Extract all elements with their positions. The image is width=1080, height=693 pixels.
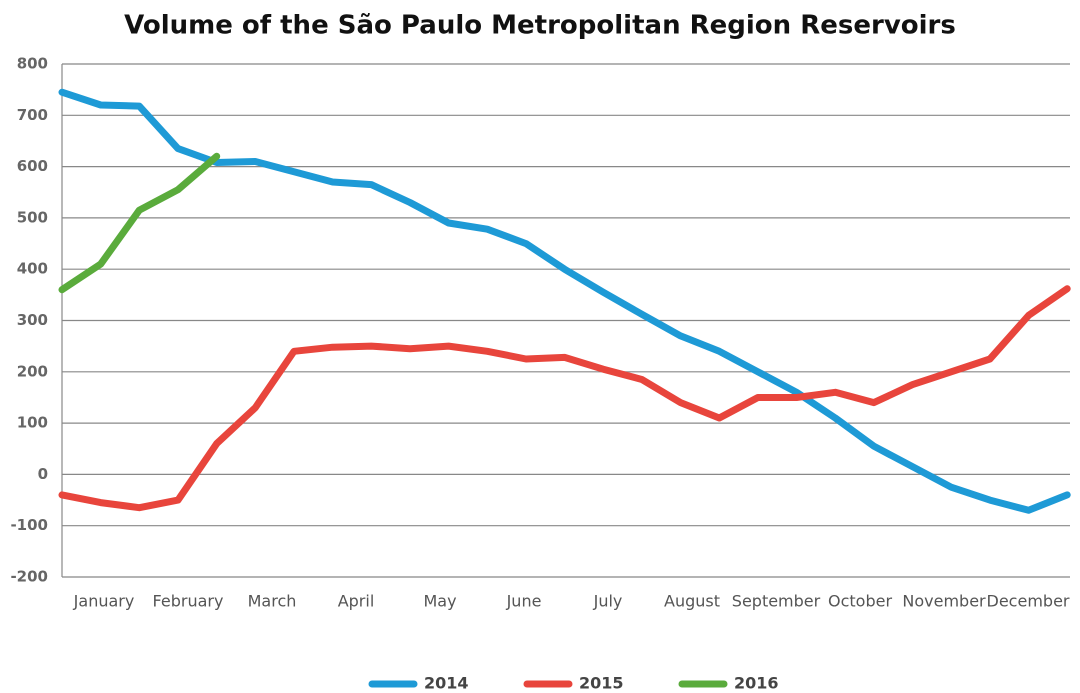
x-tick-label: May [423,592,456,611]
y-tick-label: 600 [17,157,48,175]
y-tick-label: 500 [17,208,48,226]
x-tick-label: October [828,592,892,611]
y-tick-label: -100 [10,516,48,534]
x-tick-label: August [664,592,720,611]
x-tick-label: September [732,592,821,611]
y-tick-label: 200 [17,362,48,380]
y-tick-label: 300 [17,311,48,329]
y-tick-label: 100 [17,414,48,432]
x-tick-label: December [987,592,1070,611]
y-tick-label: 800 [17,55,48,73]
x-tick-label: February [153,592,224,611]
series-line [58,88,1071,514]
x-tick-label: July [593,592,623,611]
legend-label: 2014 [424,674,469,693]
y-tick-label: -200 [10,568,48,586]
x-tick-label: June [506,592,542,611]
x-tick-label: January [73,592,135,611]
legend-label: 2016 [734,674,779,693]
x-tick-label: November [902,592,986,611]
y-tick-label: 400 [17,260,48,278]
series-line [58,285,1071,512]
legend-label: 2015 [579,674,624,693]
series-line [58,152,221,294]
y-tick-label: 700 [17,106,48,124]
x-tick-label: April [338,592,375,611]
y-tick-label: 0 [38,465,48,483]
chart-title: Volume of the São Paulo Metropolitan Reg… [124,11,956,41]
x-tick-label: March [248,592,297,611]
